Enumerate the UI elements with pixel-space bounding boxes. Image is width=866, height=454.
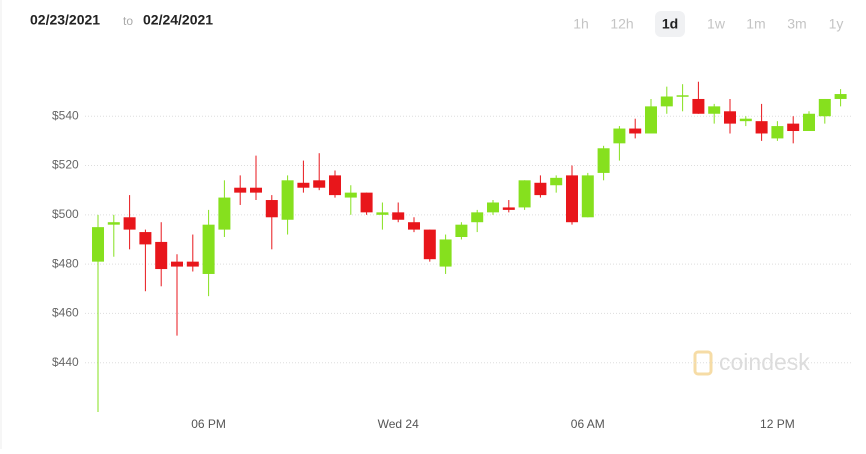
- x-tick-label: 12 PM: [760, 417, 795, 431]
- candle-body: [250, 187, 262, 193]
- candle-body: [297, 182, 310, 188]
- candle-body: [360, 192, 373, 213]
- candle-body: [471, 212, 484, 223]
- watermark: coindesk: [693, 349, 810, 376]
- range-selected-bg: [655, 11, 685, 37]
- candle-body: [344, 192, 357, 198]
- candle-body: [724, 111, 736, 124]
- candle-body: [376, 212, 389, 215]
- candle-body: [660, 96, 673, 107]
- candle-body: [755, 121, 768, 134]
- candle-body: [455, 224, 468, 237]
- candle-body: [218, 197, 231, 230]
- range-button[interactable]: 1m: [746, 16, 765, 32]
- candle-body: [818, 98, 831, 117]
- candle-body: [139, 232, 152, 245]
- candle-body: [502, 207, 515, 210]
- date-separator: to: [123, 14, 133, 28]
- range-button[interactable]: 12h: [610, 16, 633, 32]
- y-tick-label: $460: [52, 306, 79, 320]
- date-to: 02/24/2021: [143, 12, 213, 28]
- candle-body: [439, 239, 452, 267]
- range-button[interactable]: 1d: [662, 16, 678, 32]
- candle-body: [123, 217, 136, 230]
- candle-body: [487, 202, 499, 213]
- candle-body: [676, 95, 689, 97]
- candle-body: [408, 222, 420, 230]
- candle-body: [423, 229, 436, 260]
- candle-body: [645, 106, 657, 134]
- watermark-text: coindesk: [719, 349, 810, 375]
- candle-body: [202, 224, 215, 274]
- x-tick-label: Wed 24: [378, 417, 419, 431]
- x-tick-label: 06 AM: [571, 417, 605, 431]
- candle-body: [329, 175, 341, 196]
- range-button[interactable]: 1y: [829, 16, 844, 32]
- y-tick-label: $440: [52, 355, 79, 369]
- candle-body: [265, 200, 278, 218]
- range-button[interactable]: 1w: [707, 16, 726, 32]
- candle-body: [613, 128, 626, 144]
- candle-body: [171, 261, 183, 267]
- candle-body: [281, 180, 294, 220]
- candle-body: [155, 241, 168, 270]
- candle-body: [566, 175, 578, 223]
- candle-body: [708, 106, 721, 114]
- candle-body: [803, 113, 815, 132]
- candle-body: [107, 222, 120, 225]
- candle-body: [629, 128, 642, 134]
- y-tick-label: $500: [52, 207, 79, 221]
- y-tick-label: $540: [52, 108, 79, 122]
- candle-body: [186, 261, 199, 267]
- y-tick-label: $520: [52, 158, 79, 172]
- candle-body: [581, 175, 594, 218]
- candle-body: [518, 180, 531, 208]
- candle-body: [771, 126, 784, 139]
- candle-body: [739, 118, 752, 122]
- candle-body: [692, 98, 705, 114]
- y-tick-label: $480: [52, 256, 79, 270]
- candle-body: [787, 123, 800, 132]
- range-button[interactable]: 3m: [787, 16, 806, 32]
- candle-body: [92, 227, 104, 262]
- candle-body: [534, 182, 547, 196]
- candle-body: [597, 148, 610, 173]
- candle-body: [392, 212, 405, 220]
- candle-body: [234, 187, 247, 193]
- x-tick-label: 06 PM: [191, 417, 226, 431]
- date-from: 02/23/2021: [30, 12, 100, 28]
- candle-body: [313, 180, 326, 188]
- candle-body: [834, 94, 847, 99]
- candle-body: [550, 177, 563, 186]
- range-button[interactable]: 1h: [573, 16, 589, 32]
